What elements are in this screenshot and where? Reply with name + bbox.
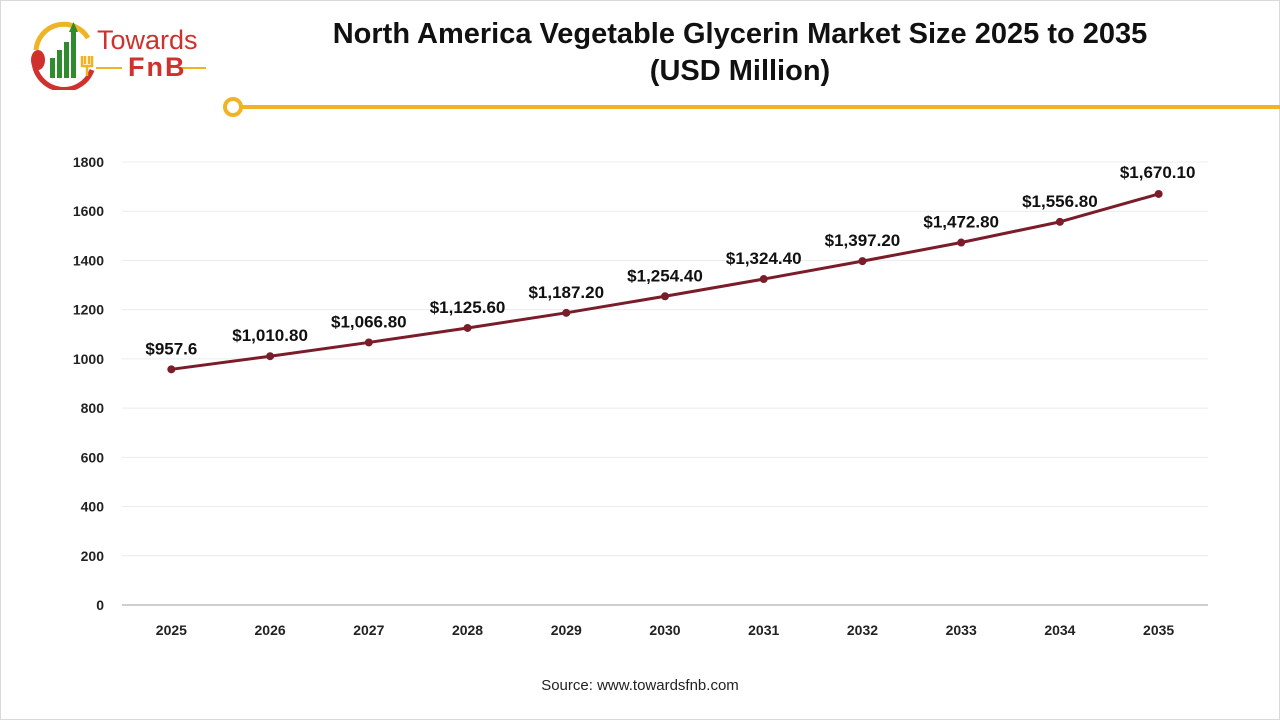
logo-text-towards: Towards — [97, 25, 198, 55]
data-label: $1,670.10 — [1120, 163, 1196, 182]
data-label: $1,254.40 — [627, 266, 703, 285]
data-point — [167, 365, 176, 374]
x-tick-label: 2034 — [1044, 622, 1075, 638]
y-tick-label: 1000 — [73, 351, 104, 367]
x-tick-label: 2028 — [452, 622, 483, 638]
y-tick-label: 200 — [81, 548, 105, 564]
x-tick-label: 2035 — [1143, 622, 1174, 638]
x-tick-label: 2025 — [156, 622, 187, 638]
x-tick-label: 2029 — [551, 622, 582, 638]
y-tick-label: 1600 — [73, 203, 104, 219]
data-point — [463, 323, 472, 332]
x-tick-label: 2033 — [946, 622, 977, 638]
data-label: $957.6 — [145, 339, 197, 358]
data-label: $1,010.80 — [232, 326, 308, 345]
y-tick-label: 400 — [81, 499, 105, 515]
data-point — [759, 275, 768, 284]
data-point — [858, 257, 867, 266]
data-point — [1055, 217, 1064, 226]
logo-text-fnb: FnB — [128, 52, 187, 82]
data-point — [266, 352, 275, 361]
data-point — [957, 238, 966, 247]
data-point — [661, 292, 669, 301]
y-tick-label: 1400 — [73, 252, 104, 268]
data-point — [364, 338, 373, 347]
y-tick-label: 600 — [81, 449, 105, 465]
source-note: Source: www.towardsfnb.com — [541, 677, 739, 694]
y-tick-label: 1800 — [73, 154, 104, 170]
decor-circle — [223, 97, 243, 117]
x-tick-label: 2030 — [649, 622, 680, 638]
data-label: $1,324.40 — [726, 249, 802, 268]
data-label: $1,397.20 — [825, 231, 901, 250]
x-tick-label: 2026 — [255, 622, 286, 638]
data-label: $1,556.80 — [1022, 192, 1098, 211]
chart-title-line2: (USD Million) — [649, 55, 831, 87]
chart-title-line1: North America Vegetable Glycerin Market … — [332, 18, 1148, 50]
x-tick-label: 2031 — [748, 622, 779, 638]
chart-title: North America Vegetable Glycerin Market … — [250, 16, 1230, 90]
data-point — [1154, 189, 1163, 198]
data-label: $1,187.20 — [528, 283, 604, 302]
towards-fnb-logo — [31, 21, 206, 90]
x-tick-label: 2027 — [353, 622, 384, 638]
x-tick-label: 2032 — [847, 622, 878, 638]
y-tick-label: 0 — [96, 597, 104, 613]
data-point — [562, 308, 571, 317]
data-label: $1,125.60 — [430, 298, 506, 317]
data-label: $1,066.80 — [331, 312, 407, 331]
y-tick-label: 1200 — [73, 302, 104, 318]
y-tick-label: 800 — [81, 400, 105, 416]
data-label: $1,472.80 — [923, 213, 999, 232]
